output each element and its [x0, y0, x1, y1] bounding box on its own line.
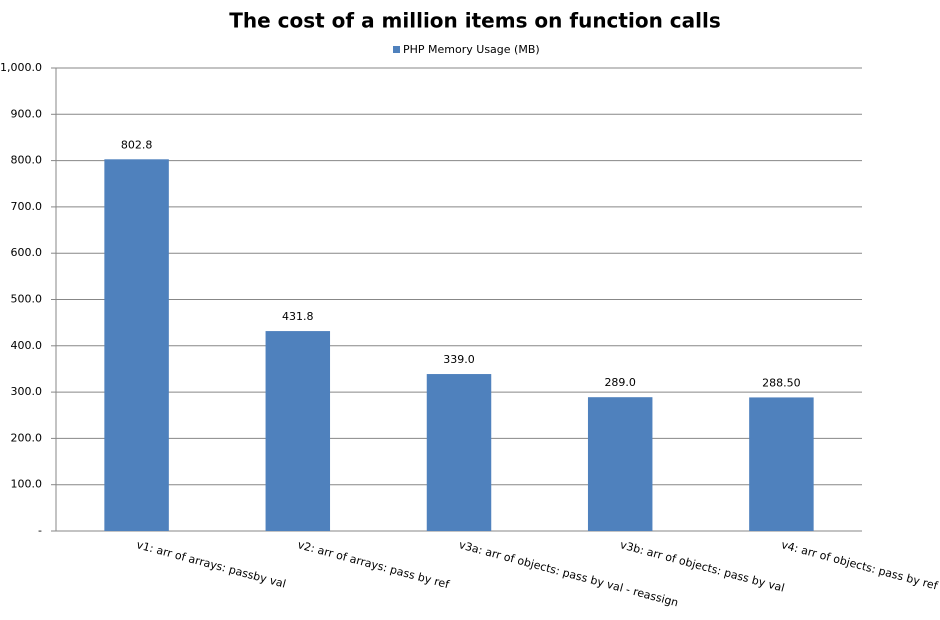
chart-title: The cost of a million items on function … — [229, 9, 720, 33]
bar — [426, 374, 492, 531]
y-tick-label: 600.0 — [11, 246, 43, 259]
y-tick-label: 300.0 — [11, 385, 43, 398]
legend-label: PHP Memory Usage (MB) — [403, 43, 540, 56]
y-tick-label: 200.0 — [11, 431, 43, 444]
y-tick-label: 800.0 — [11, 154, 43, 167]
bar — [749, 397, 814, 531]
bar — [265, 331, 331, 531]
y-tick-label: 500.0 — [11, 293, 43, 306]
value-label: 288.50 — [762, 376, 801, 389]
legend-swatch — [393, 46, 400, 53]
y-tick-label: 400.0 — [11, 339, 43, 352]
value-label: 802.8 — [121, 138, 153, 151]
bar — [587, 397, 653, 531]
y-tick-label: - — [38, 524, 42, 537]
bar — [104, 159, 169, 532]
y-tick-label: 700.0 — [11, 200, 43, 213]
y-tick-label: 100.0 — [11, 478, 43, 491]
y-tick-label: 900.0 — [11, 107, 43, 120]
y-tick-label: 1,000.0 — [0, 61, 42, 74]
value-label: 289.0 — [604, 376, 636, 389]
value-label: 431.8 — [282, 310, 314, 323]
value-label: 339.0 — [443, 353, 475, 366]
